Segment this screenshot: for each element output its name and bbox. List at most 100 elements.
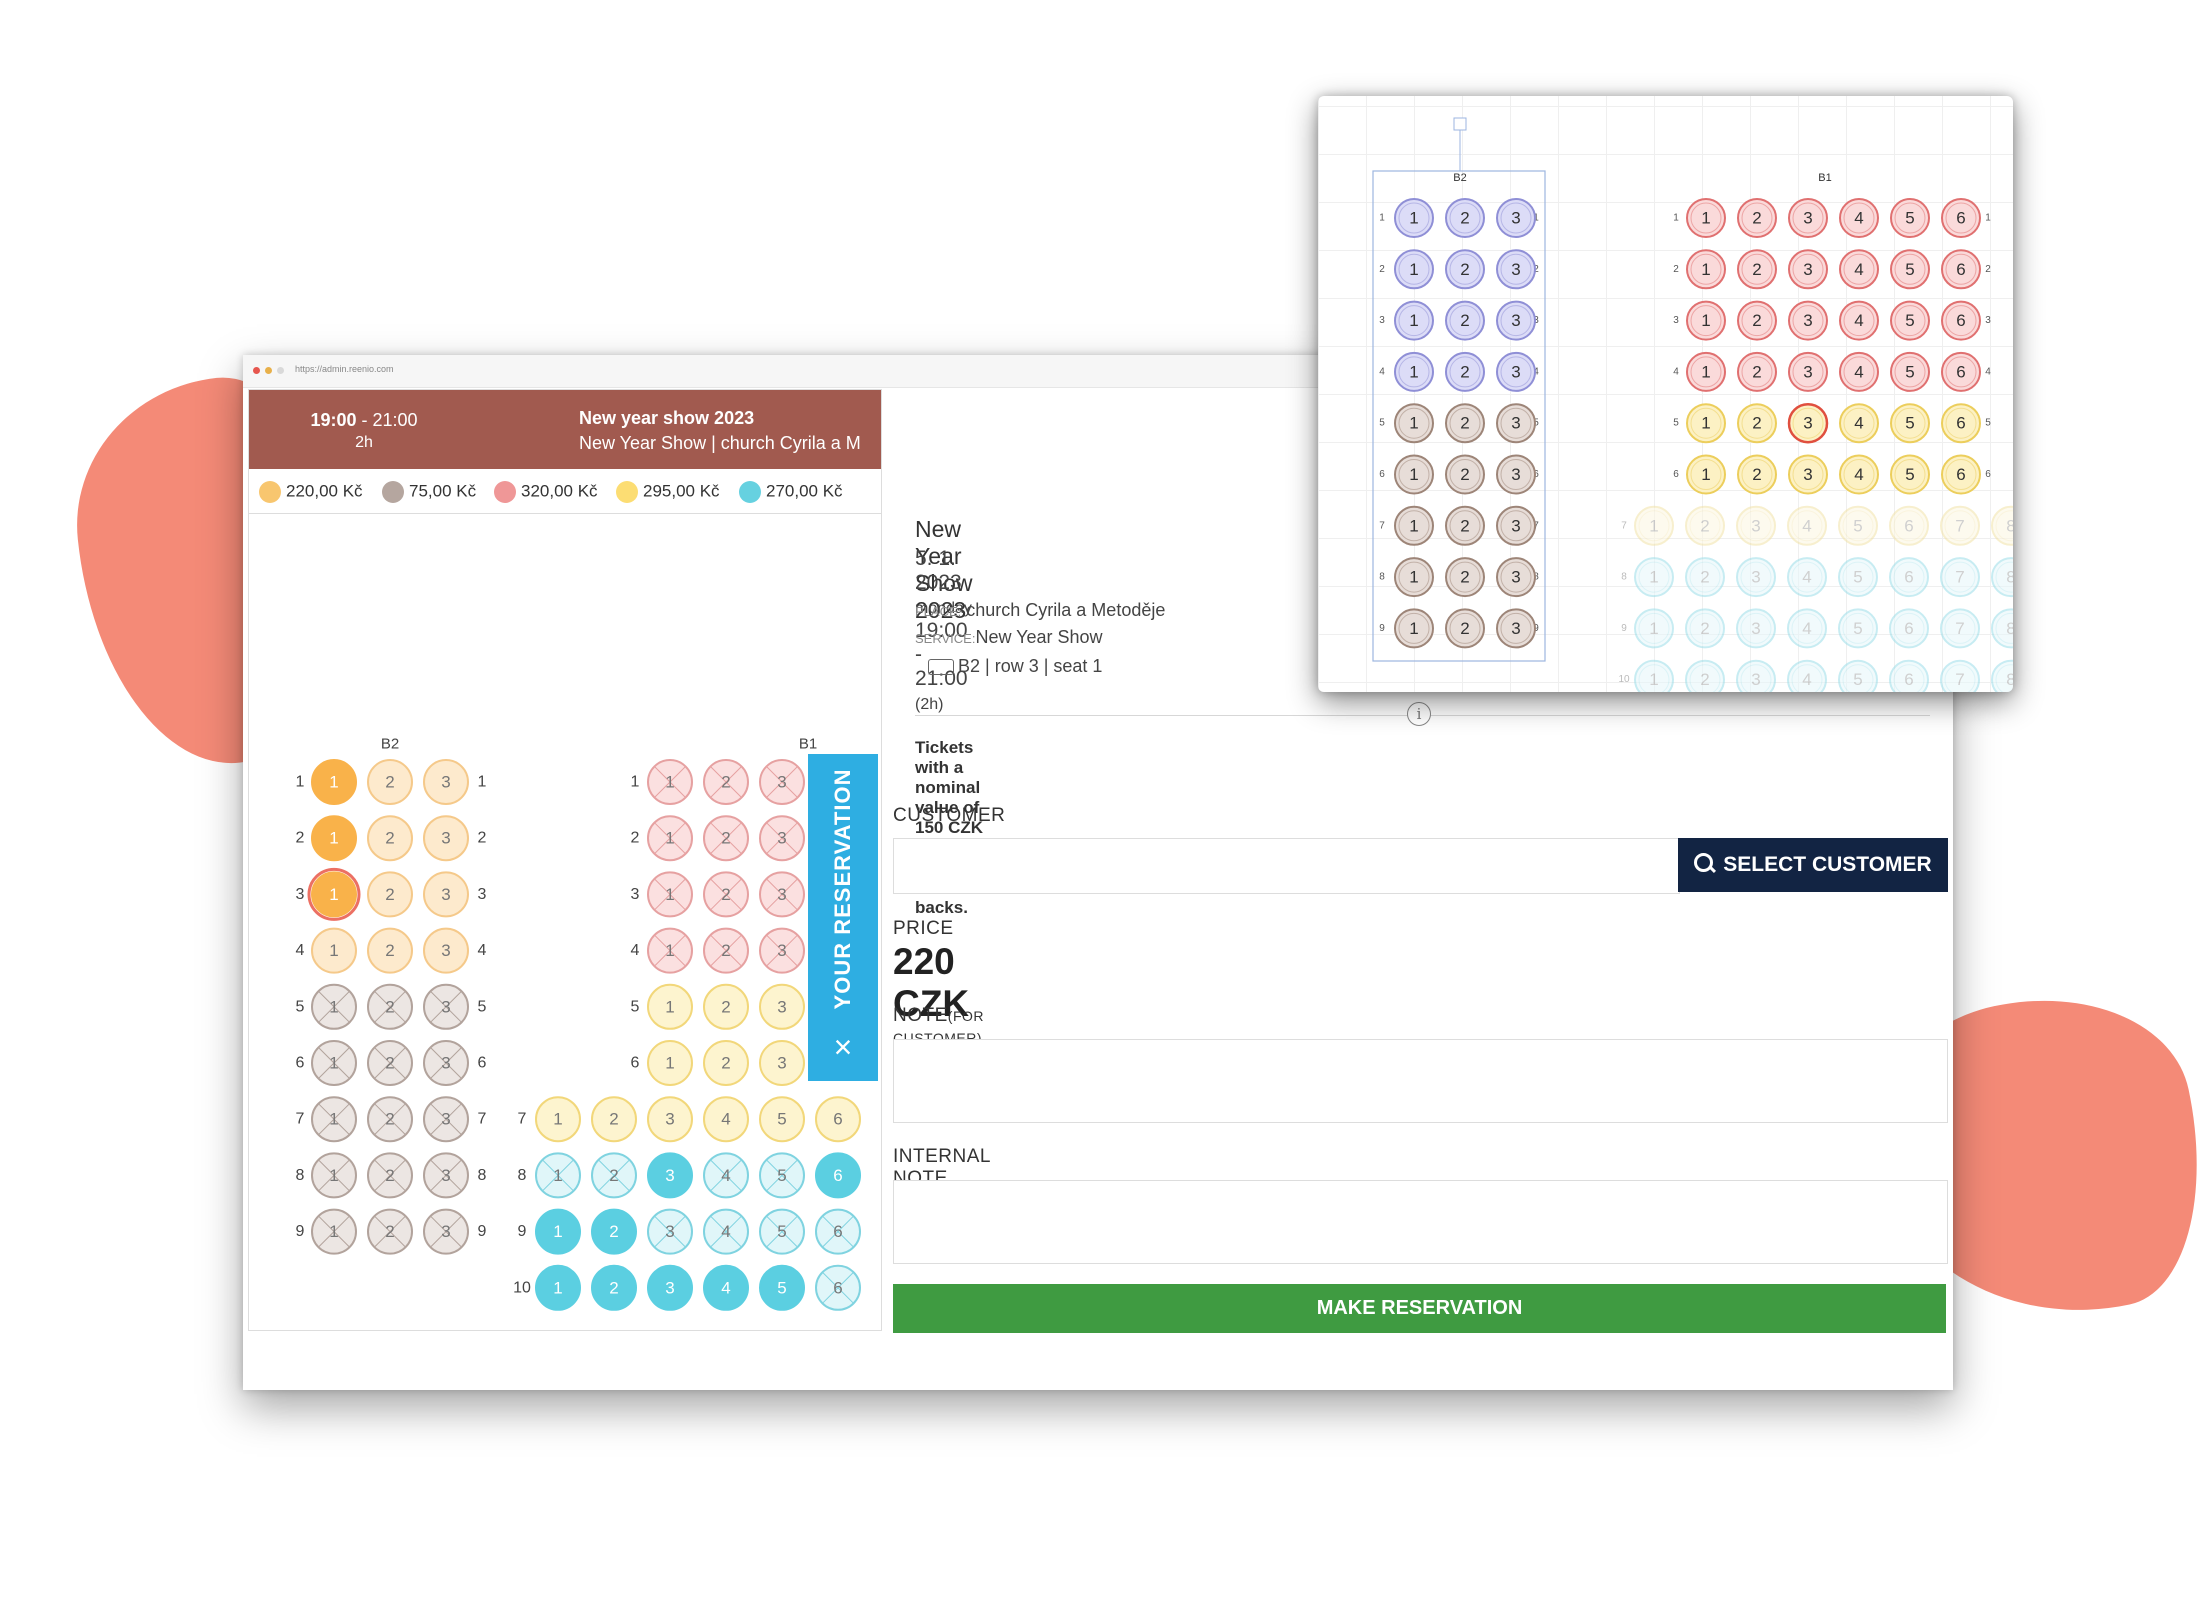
seat[interactable]: 1 — [647, 815, 693, 862]
editor-seat-circle[interactable] — [1445, 608, 1485, 649]
editor-seat-circle[interactable] — [1991, 608, 2013, 649]
seat[interactable]: 1 — [307, 867, 361, 921]
editor-seat[interactable]: 2 — [1445, 557, 1485, 598]
editor-seat-circle[interactable] — [1736, 505, 1776, 546]
editor-seat-circle[interactable] — [1839, 249, 1879, 290]
seat-circle[interactable] — [759, 1040, 805, 1086]
editor-seat[interactable]: 1 — [1394, 351, 1434, 392]
seat[interactable]: 1 — [535, 1264, 581, 1311]
seat[interactable]: 3 — [423, 1096, 469, 1143]
seat-circle[interactable] — [759, 983, 805, 1030]
seat-circle[interactable] — [591, 1264, 637, 1311]
editor-seat-circle[interactable] — [1445, 557, 1485, 598]
editor-seat[interactable]: 2 — [1685, 608, 1725, 649]
seat-circle[interactable] — [423, 815, 469, 862]
editor-seat-circle[interactable] — [1394, 198, 1434, 238]
editor-seat-circle[interactable] — [1634, 659, 1674, 692]
seat[interactable]: 2 — [591, 1152, 637, 1199]
seat[interactable]: 3 — [647, 1096, 693, 1143]
editor-seat[interactable]: 3 — [1496, 249, 1536, 290]
editor-seat[interactable]: 1 — [1634, 608, 1674, 649]
editor-seat-circle[interactable] — [1889, 505, 1929, 546]
your-reservation-tab[interactable]: YOUR RESERVATION × — [808, 754, 878, 1081]
editor-seat[interactable]: 1 — [1394, 505, 1434, 546]
editor-seat[interactable]: 2 — [1737, 198, 1777, 238]
seat-circle[interactable] — [367, 927, 413, 974]
editor-seat-circle[interactable] — [1686, 403, 1726, 444]
editor-seat[interactable]: 3 — [1788, 249, 1828, 290]
editor-seat[interactable]: 8 — [1991, 557, 2013, 598]
seat-circle[interactable] — [647, 983, 693, 1030]
editor-seat-circle[interactable] — [1736, 659, 1776, 692]
editor-seat[interactable]: 2 — [1737, 454, 1777, 495]
editor-seat[interactable]: 2 — [1445, 198, 1485, 238]
info-icon[interactable]: i — [1407, 702, 1431, 726]
editor-seat-circle[interactable] — [1496, 249, 1536, 290]
editor-seat-circle[interactable] — [1788, 249, 1828, 290]
seat-circle[interactable] — [311, 759, 357, 805]
seat-circle[interactable] — [815, 1152, 861, 1199]
seat-circle[interactable] — [647, 1264, 693, 1311]
customer-input[interactable] — [893, 838, 1680, 894]
editor-seat[interactable]: 5 — [1890, 198, 1930, 238]
internal-note-textarea[interactable] — [893, 1180, 1948, 1264]
editor-seat-circle[interactable] — [1940, 505, 1980, 546]
editor-seat[interactable]: 2 — [1445, 403, 1485, 444]
editor-seat-circle[interactable] — [1839, 300, 1879, 341]
seat[interactable]: 1 — [311, 815, 357, 862]
seat[interactable]: 4 — [703, 1152, 749, 1199]
editor-seat-circle[interactable] — [1394, 300, 1434, 341]
seat[interactable]: 3 — [423, 927, 469, 974]
editor-seat[interactable]: 2 — [1737, 403, 1777, 444]
seat[interactable]: 2 — [703, 871, 749, 918]
editor-seat[interactable]: 1 — [1686, 198, 1726, 238]
seat-circle[interactable] — [311, 871, 357, 918]
editor-seat[interactable]: 1 — [1634, 659, 1674, 692]
editor-seat-circle[interactable] — [1889, 557, 1929, 598]
editor-seat-circle[interactable] — [1890, 403, 1930, 444]
editor-seat-circle[interactable] — [1839, 198, 1879, 238]
seat[interactable]: 3 — [759, 983, 805, 1030]
event-header[interactable]: 19:00 - 21:00 2h New year show 2023 New … — [249, 390, 881, 469]
editor-seat[interactable]: 2 — [1445, 505, 1485, 546]
seat[interactable]: 2 — [367, 871, 413, 918]
editor-seat-circle[interactable] — [1838, 557, 1878, 598]
editor-seat[interactable]: 3 — [1496, 454, 1536, 495]
editor-seat[interactable]: 2 — [1737, 351, 1777, 392]
editor-seat[interactable]: 3 — [1788, 351, 1828, 392]
editor-seat-circle[interactable] — [1941, 454, 1981, 495]
seat-circle[interactable] — [703, 1264, 749, 1311]
seat[interactable]: 3 — [423, 759, 469, 805]
editor-seat-circle[interactable] — [1445, 198, 1485, 238]
editor-seat-circle[interactable] — [1445, 403, 1485, 444]
editor-seat-circle[interactable] — [1787, 505, 1827, 546]
editor-seat-circle[interactable] — [1890, 300, 1930, 341]
seat[interactable]: 6 — [815, 1152, 861, 1199]
editor-seat-circle[interactable] — [1496, 403, 1536, 444]
editor-seat[interactable]: 4 — [1839, 351, 1879, 392]
editor-seat[interactable]: 6 — [1941, 300, 1981, 341]
editor-seat[interactable]: 3 — [1496, 300, 1536, 341]
seat-circle[interactable] — [591, 1096, 637, 1143]
seat[interactable]: 1 — [647, 983, 693, 1030]
seat[interactable]: 2 — [703, 927, 749, 974]
seat-circle[interactable] — [647, 1040, 693, 1086]
seat-circle[interactable] — [535, 1208, 581, 1255]
editor-seat-circle[interactable] — [1634, 557, 1674, 598]
editor-seat[interactable]: 3 — [1736, 557, 1776, 598]
editor-seat-circle[interactable] — [1737, 454, 1777, 495]
editor-seat-circle[interactable] — [1496, 557, 1536, 598]
editor-seat-circle[interactable] — [1788, 300, 1828, 341]
seat[interactable]: 1 — [647, 1040, 693, 1086]
editor-seat[interactable]: 3 — [1496, 403, 1536, 444]
editor-seat-circle[interactable] — [1685, 505, 1725, 546]
seat[interactable]: 6 — [815, 1096, 861, 1143]
seat-circle[interactable] — [591, 1208, 637, 1255]
editor-seat[interactable]: 2 — [1737, 300, 1777, 341]
editor-seat[interactable]: 4 — [1839, 300, 1879, 341]
seat-circle[interactable] — [535, 1264, 581, 1311]
seat[interactable]: 1 — [647, 759, 693, 805]
editor-seat-circle[interactable] — [1941, 300, 1981, 341]
editor-seat[interactable]: 3 — [1788, 300, 1828, 341]
editor-seat-circle[interactable] — [1496, 198, 1536, 238]
